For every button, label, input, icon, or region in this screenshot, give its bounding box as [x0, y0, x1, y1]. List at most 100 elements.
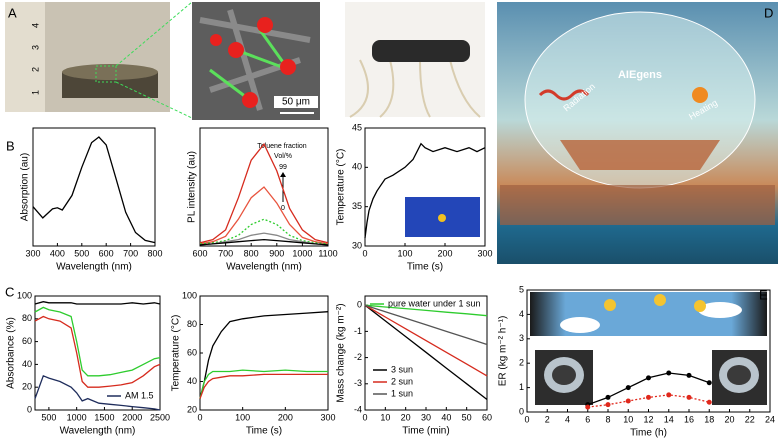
- y-axis-label: ER (kg m⁻² h⁻¹): [498, 316, 509, 387]
- x-tick-label: 300: [25, 248, 40, 258]
- y-tick-label: 35: [352, 201, 362, 211]
- data-line: [34, 315, 161, 388]
- x-tick-label: 500: [74, 248, 89, 258]
- data-point: [646, 394, 651, 400]
- data-line: [199, 186, 329, 245]
- x-tick-label: 300: [320, 412, 335, 422]
- data-line: [364, 304, 488, 346]
- plot-frame: [32, 127, 156, 247]
- zoom-line: [115, 1, 193, 67]
- y-tick-label: -4: [354, 404, 362, 414]
- panel-label: E: [759, 287, 768, 302]
- data-point: [625, 398, 631, 404]
- data-point: [605, 394, 611, 400]
- x-tick-label: 18: [704, 414, 714, 424]
- data-line: [32, 136, 156, 244]
- photo-cup: [535, 350, 767, 405]
- data-line: [364, 304, 488, 377]
- y-tick-label: 30: [352, 240, 362, 250]
- illustration: [497, 2, 778, 264]
- scale-bar-label: 50 μm: [282, 97, 310, 108]
- plot-frame: [364, 127, 486, 247]
- x-tick-label: 300: [477, 248, 492, 258]
- ruler-label: 4: [30, 23, 40, 28]
- data-point: [706, 380, 712, 386]
- data-point: [646, 375, 651, 381]
- legend-label: AM 1.5: [125, 390, 154, 400]
- ruler-label: 2: [30, 67, 40, 72]
- y-tick-label: 100: [182, 290, 197, 300]
- x-tick-label: 30: [421, 412, 431, 422]
- x-axis-label: Wavelength (nm): [60, 426, 136, 437]
- x-tick-label: 200: [278, 412, 293, 422]
- y-tick-label: 40: [352, 162, 362, 172]
- data-line: [199, 232, 329, 246]
- data-line: [199, 373, 328, 399]
- panel-label: B: [6, 138, 15, 153]
- x-tick-label: 12: [643, 414, 653, 424]
- photo-sky: [530, 292, 767, 336]
- data-line: [34, 301, 161, 305]
- y-tick-label: 5: [519, 284, 524, 294]
- y-tick-label: 0: [357, 300, 362, 310]
- x-tick-label: 60: [482, 412, 492, 422]
- panel-label: C: [5, 284, 14, 299]
- y-tick-label: 80: [187, 319, 197, 329]
- illustration-label: AIEgens: [618, 69, 662, 81]
- x-tick-label: 1000: [292, 248, 312, 258]
- zoom-line: [115, 81, 193, 119]
- panel-label: A: [8, 5, 17, 20]
- y-tick-label: 40: [22, 359, 32, 369]
- legend-label: pure water under 1 sun: [388, 298, 481, 308]
- x-tick-label: 700: [123, 248, 138, 258]
- y-tick-label: 20: [22, 382, 32, 392]
- y-tick-label: 3: [519, 333, 524, 343]
- x-axis-label: Time (min): [402, 426, 449, 437]
- plot-frame: [199, 127, 329, 247]
- x-tick-label: 14: [664, 414, 674, 424]
- x-axis-label: Wavelength (nm): [56, 262, 132, 273]
- y-tick-label: -1: [354, 326, 362, 336]
- y-tick-label: 40: [187, 376, 197, 386]
- y-tick-label: 20: [187, 404, 197, 414]
- x-axis-label: Time (h): [630, 428, 667, 439]
- x-tick-label: 2500: [150, 412, 170, 422]
- x-tick-label: 900: [269, 248, 284, 258]
- data-line: [34, 374, 161, 411]
- x-tick-label: 800: [147, 248, 162, 258]
- data-point: [605, 402, 611, 408]
- x-tick-label: 2000: [122, 412, 142, 422]
- x-tick-label: 0: [362, 248, 367, 258]
- x-tick-label: 1000: [67, 412, 87, 422]
- legend-label: 3 sun: [391, 364, 413, 374]
- y-tick-label: 60: [187, 347, 197, 357]
- x-tick-label: 100: [397, 248, 412, 258]
- photo-sample: [5, 2, 170, 112]
- annotation-arrowhead: [280, 172, 286, 177]
- y-tick-label: -2: [354, 352, 362, 362]
- x-tick-label: 10: [623, 414, 633, 424]
- legend-label: 1 sun: [391, 388, 413, 398]
- annotation: Vol/%: [274, 153, 292, 160]
- x-tick-label: 20: [401, 412, 411, 422]
- y-tick-label: 0: [519, 406, 524, 416]
- y-axis-label: PL intensity (au): [187, 151, 198, 223]
- x-tick-label: 8: [605, 414, 610, 424]
- x-tick-label: 200: [437, 248, 452, 258]
- ruler-label: 3: [30, 45, 40, 50]
- plot-frame: [34, 295, 161, 411]
- annotation: 0: [281, 205, 285, 212]
- data-line: [34, 306, 161, 377]
- x-axis-label: Wavelength (nm): [226, 262, 302, 273]
- x-tick-label: 6: [585, 414, 590, 424]
- data-line: [199, 238, 329, 246]
- x-tick-label: 1500: [94, 412, 114, 422]
- panel-label: D: [764, 5, 773, 20]
- data-point: [706, 399, 712, 405]
- x-tick-label: 0: [197, 412, 202, 422]
- y-axis-label: Temperature (°C): [171, 315, 182, 392]
- x-tick-label: 10: [380, 412, 390, 422]
- x-tick-label: 500: [41, 412, 56, 422]
- y-tick-label: 1: [519, 382, 524, 392]
- ruler-label: 1: [30, 90, 40, 95]
